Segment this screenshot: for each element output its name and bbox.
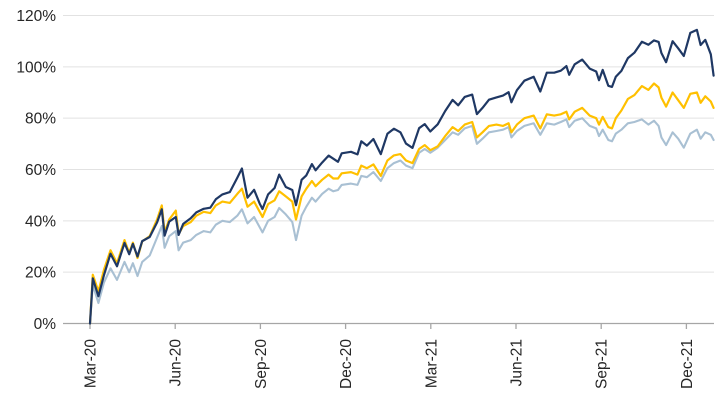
x-tick-label-Jun-20: Jun-20 [168,339,185,387]
series-light-blue [88,117,715,325]
y-tick-label-120%: 120% [16,8,56,25]
series-dark-navy [88,28,715,325]
y-tick-label-20%: 20% [25,265,56,282]
x-tick-label-Dec-21: Dec-21 [679,339,696,389]
y-tick-label-100%: 100% [16,59,56,76]
y-tick-label-0%: 0% [34,316,57,333]
x-tick-label-Jun-21: Jun-21 [509,339,526,386]
y-tick-label-80%: 80% [25,111,56,128]
x-tick-label-Sep-20: Sep-20 [253,339,270,389]
x-tick-label-Sep-21: Sep-21 [594,339,611,389]
series-yellow [88,82,715,325]
x-tick-label-Dec-20: Dec-20 [338,339,355,389]
x-tick-label-Mar-20: Mar-20 [83,339,100,388]
y-tick-label-40%: 40% [25,213,56,230]
x-tick-label-Mar-21: Mar-21 [423,339,440,388]
y-tick-label-60%: 60% [25,162,56,179]
